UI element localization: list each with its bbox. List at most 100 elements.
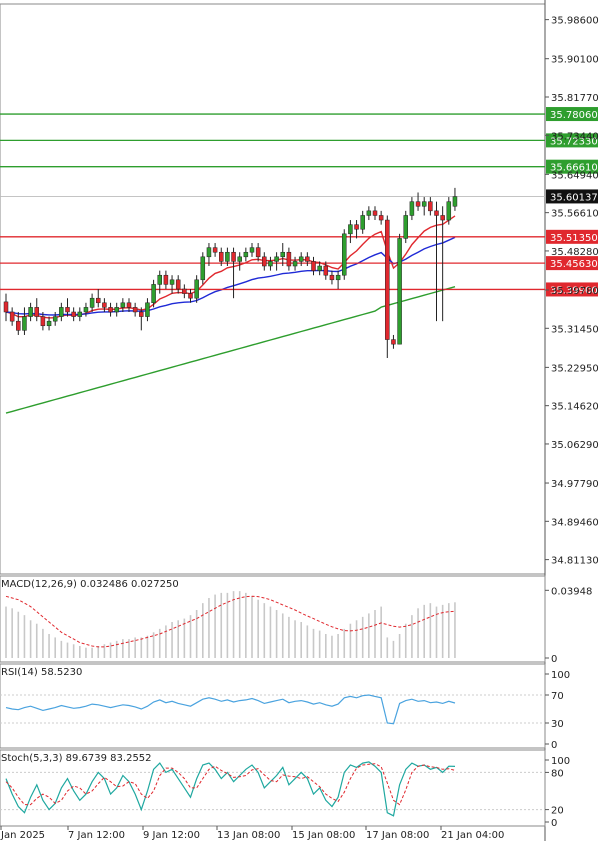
candle-body — [249, 247, 255, 253]
candle-body — [200, 256, 206, 281]
stoch-main-line — [5, 761, 456, 817]
price-tick-label: 34.81130 — [551, 556, 599, 567]
candle-body — [421, 201, 427, 207]
rsi_panel-tick-label: 30 — [551, 719, 564, 730]
candle-body — [354, 224, 359, 230]
candle-body — [366, 210, 372, 216]
price-tick-label: 35.14620 — [551, 402, 599, 413]
macd-panel: MACD(12,26,9) 0.032486 0.027250 0.03948 0 — [0, 575, 592, 665]
support-level-tag — [546, 256, 598, 271]
price-axis: 35.98600 35.90100 35.81770 35.73440 35.64940… — [545, 16, 599, 567]
candle-body — [440, 215, 445, 221]
candle-body — [175, 279, 181, 290]
stoch_panel-frame — [0, 749, 546, 827]
moving-average-line-3 — [5, 286, 456, 414]
stoch_panel-tick-label: 20 — [551, 806, 564, 817]
candle-body — [194, 279, 199, 299]
candle-body — [102, 302, 107, 308]
candle-body — [342, 233, 347, 276]
candle-body — [335, 274, 341, 281]
candle-body — [96, 297, 101, 304]
candle-body — [77, 311, 83, 317]
rsi_panel-tick-label: 70 — [551, 691, 564, 702]
candle-body — [452, 196, 458, 207]
candle-body — [243, 251, 249, 258]
current-price-tag — [546, 189, 598, 204]
candle-body — [237, 256, 242, 262]
support-level-tag — [546, 229, 598, 244]
candle-body — [83, 307, 89, 313]
price-levels: 35.78060 35.72330 35.66610 35.51350 35.45630… — [0, 107, 598, 297]
candle-body — [3, 301, 9, 313]
candle-body — [182, 288, 187, 294]
candle-body — [188, 293, 193, 299]
candle-body — [305, 256, 310, 262]
price-tick-label: 35.06290 — [551, 440, 599, 451]
rsi_panel-tick-label: 100 — [551, 670, 570, 681]
candle-body — [40, 316, 46, 327]
stoch_panel-tick-label: 0 — [551, 818, 557, 829]
macd_panel-label: MACD(12,26,9) 0.032486 0.027250 — [1, 579, 179, 590]
candle-body — [292, 261, 298, 267]
macd_panel-tick-label: 0.03948 — [551, 586, 592, 597]
support-level-tag — [546, 282, 598, 297]
candle-body — [212, 247, 218, 253]
candle-body — [46, 320, 52, 327]
candle-body — [126, 302, 132, 308]
candle-body — [415, 201, 421, 207]
price-tick-label: 35.31450 — [551, 324, 599, 335]
candle-body — [268, 261, 273, 267]
price-tick-label: 34.97790 — [551, 479, 599, 490]
price-tick-label: 35.48280 — [551, 247, 599, 258]
candle-body — [114, 307, 119, 313]
price-tick-label: 35.64940 — [551, 170, 599, 181]
price-tick-label: 35.56610 — [551, 209, 599, 220]
time-tick-label: Jan 2025 — [0, 830, 45, 841]
price-tick-label: 35.73440 — [551, 131, 599, 142]
time-tick-label: 9 Jan 12:00 — [143, 830, 200, 841]
candle-body — [311, 261, 316, 271]
support-level-label: 35.51350 — [550, 233, 598, 244]
candle-body — [151, 284, 156, 304]
candle-body — [385, 219, 390, 340]
candle-body — [323, 265, 329, 276]
stoch_panel-label: Stoch(5,3,3) 89.6739 83.2552 — [1, 753, 152, 764]
candle-body — [434, 210, 439, 216]
candle-body — [71, 311, 76, 317]
time-tick-label: 17 Jan 08:00 — [366, 830, 429, 841]
candle-body — [163, 274, 169, 285]
time-tick-label: 13 Jan 08:00 — [217, 830, 280, 841]
candle-body — [286, 251, 292, 267]
candle-body — [428, 201, 433, 212]
time-tick-label: 15 Jan 08:00 — [292, 830, 355, 841]
candle-body — [317, 265, 322, 271]
macd-signal-line — [5, 595, 456, 648]
candle-body — [120, 302, 126, 308]
candle-body — [28, 307, 33, 317]
candle-body — [280, 251, 285, 258]
price-tick-label: 34.89460 — [551, 517, 599, 528]
candle-body — [329, 274, 335, 281]
current-price-label: 35.60137 — [550, 192, 598, 203]
resistance-level-label: 35.78060 — [550, 110, 598, 121]
candle-body — [348, 224, 353, 235]
candle-body — [157, 274, 162, 285]
rsi-panel: RSI(14) 58.5230 100 70 30 0 — [0, 663, 570, 751]
resistance-level-tag — [546, 159, 598, 174]
candle-body — [274, 256, 279, 262]
resistance-level-label: 35.72330 — [550, 136, 598, 147]
stoch-signal-line — [5, 763, 456, 806]
rsi_panel-frame — [0, 663, 546, 749]
candle-body — [169, 279, 175, 285]
candle-body — [225, 251, 230, 262]
candle-body — [22, 316, 27, 331]
price-tick-label: 35.22950 — [551, 363, 599, 374]
stoch_panel-tick-label: 80 — [551, 768, 564, 779]
candle-body — [372, 210, 378, 216]
candle-body — [403, 215, 408, 239]
candle-body — [132, 307, 138, 313]
candle-body — [145, 302, 150, 317]
candle-body — [9, 311, 15, 322]
